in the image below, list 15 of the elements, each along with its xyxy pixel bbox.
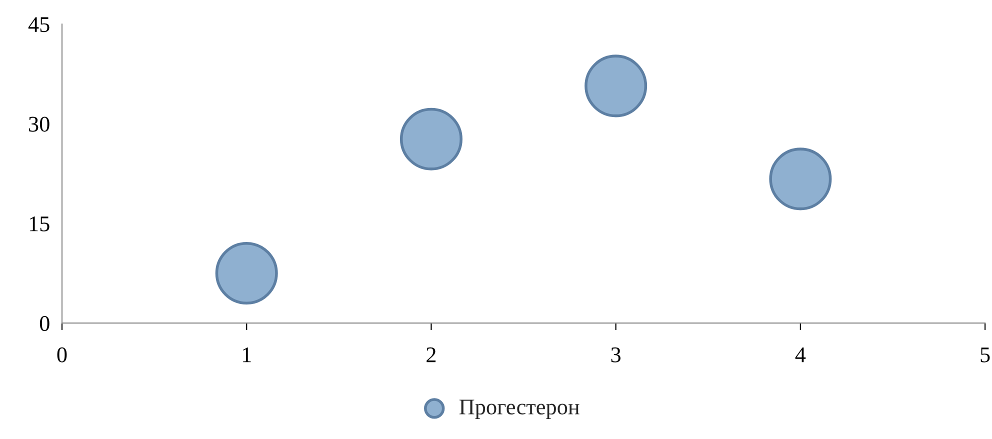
y-tick-label: 45 <box>28 17 50 32</box>
point <box>584 54 648 118</box>
x-tick-label: 4 <box>795 348 806 362</box>
point <box>769 148 832 210</box>
point <box>400 108 462 170</box>
x-tick-label: 1 <box>243 347 251 362</box>
x-tick-label: 3 <box>611 347 621 362</box>
y-tick-label: 0 <box>40 316 50 332</box>
y-tick-label: 30 <box>29 116 50 132</box>
x-tick-label: 2 <box>426 347 436 362</box>
x-tick-label: 5 <box>980 348 990 362</box>
legend-label: Прогестерон <box>459 400 580 419</box>
x-tick-label: 0 <box>57 347 67 362</box>
point <box>215 242 278 305</box>
y-tick-label: 15 <box>30 216 50 232</box>
